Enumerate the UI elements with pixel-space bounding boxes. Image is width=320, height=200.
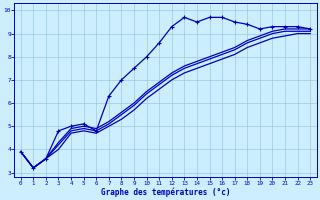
X-axis label: Graphe des températures (°c): Graphe des températures (°c)	[101, 187, 230, 197]
